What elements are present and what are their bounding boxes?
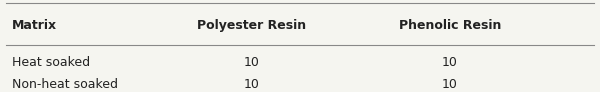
Text: 10: 10 bbox=[442, 78, 458, 91]
Text: Matrix: Matrix bbox=[12, 19, 57, 32]
Text: 10: 10 bbox=[244, 78, 260, 91]
Text: 10: 10 bbox=[442, 56, 458, 69]
Text: Non-heat soaked: Non-heat soaked bbox=[12, 78, 118, 91]
Text: 10: 10 bbox=[244, 56, 260, 69]
Text: Phenolic Resin: Phenolic Resin bbox=[399, 19, 501, 32]
Text: Heat soaked: Heat soaked bbox=[12, 56, 90, 69]
Text: Polyester Resin: Polyester Resin bbox=[197, 19, 307, 32]
